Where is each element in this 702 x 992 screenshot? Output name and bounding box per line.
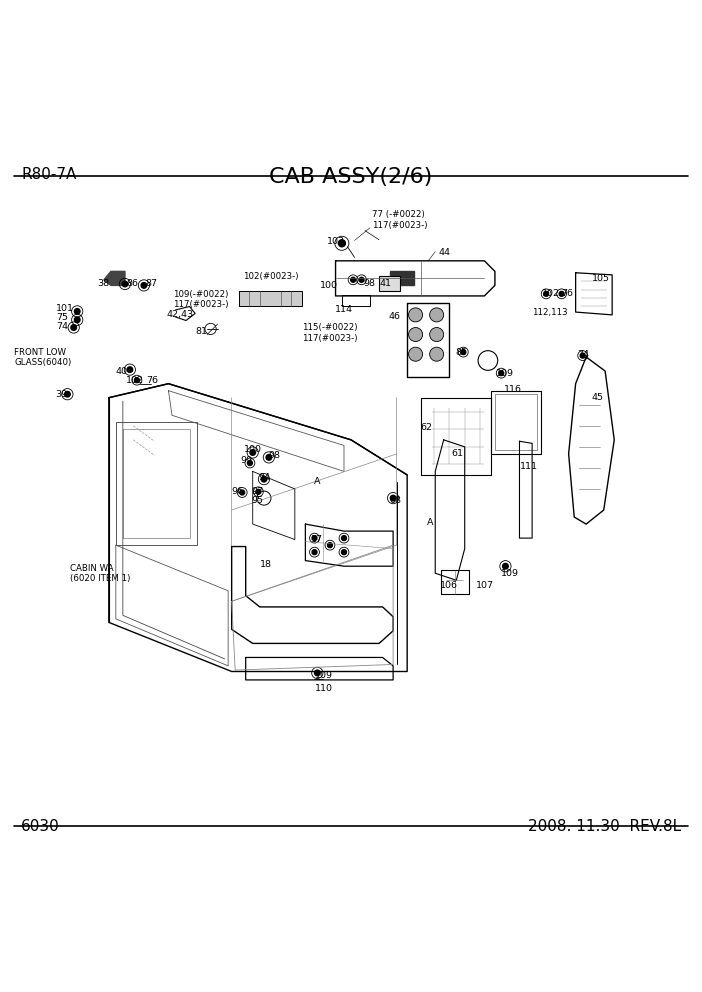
Circle shape [503, 563, 508, 569]
Text: 100: 100 [320, 281, 338, 290]
Text: 2008. 11.30  REV.8L: 2008. 11.30 REV.8L [528, 819, 681, 834]
Circle shape [409, 347, 423, 361]
Text: 100: 100 [244, 445, 263, 454]
Text: R80-7A: R80-7A [21, 168, 77, 183]
Text: 61: 61 [451, 448, 463, 457]
Text: 86: 86 [126, 279, 138, 288]
Circle shape [559, 292, 564, 297]
Text: 6030: 6030 [21, 819, 60, 834]
Text: 109(-#0022)
117(#0023-): 109(-#0022) 117(#0023-) [173, 290, 229, 310]
Text: 76: 76 [562, 290, 574, 299]
Text: 81: 81 [195, 326, 207, 335]
Circle shape [65, 392, 70, 397]
Text: 76: 76 [146, 376, 158, 385]
Text: 74: 74 [56, 322, 68, 331]
Text: 94: 94 [258, 473, 270, 482]
Text: 112,113: 112,113 [532, 308, 568, 316]
Circle shape [247, 460, 252, 465]
Text: 115(-#0022)
117(#0023-): 115(-#0022) 117(#0023-) [302, 323, 357, 343]
Circle shape [341, 550, 346, 555]
Circle shape [359, 278, 364, 283]
Text: 74: 74 [577, 350, 589, 359]
Bar [123, 430, 190, 538]
Text: 68: 68 [390, 496, 402, 505]
Text: 95: 95 [251, 496, 263, 505]
Polygon shape [390, 272, 414, 286]
Circle shape [580, 353, 585, 358]
Circle shape [327, 543, 332, 548]
Text: 40: 40 [116, 367, 128, 376]
Text: 44: 44 [439, 248, 451, 257]
Text: 96: 96 [232, 487, 244, 496]
Circle shape [543, 292, 549, 297]
Circle shape [122, 281, 128, 287]
Circle shape [314, 671, 320, 676]
Circle shape [127, 367, 133, 372]
Text: 77 (-#0022)
117(#0023-): 77 (-#0022) 117(#0023-) [372, 210, 428, 230]
Text: 102: 102 [542, 290, 560, 299]
Circle shape [266, 454, 272, 460]
Circle shape [141, 283, 147, 289]
Text: 98: 98 [364, 279, 376, 288]
Circle shape [341, 536, 346, 541]
Text: 111: 111 [519, 462, 538, 471]
Circle shape [71, 324, 77, 330]
Text: 103: 103 [326, 237, 345, 246]
Circle shape [256, 489, 260, 494]
Text: CAB ASSY(2/6): CAB ASSY(2/6) [270, 168, 432, 187]
Bar [116, 423, 197, 546]
Text: 38: 38 [97, 279, 109, 288]
Polygon shape [104, 272, 125, 286]
Text: 18: 18 [260, 559, 272, 568]
Text: 105: 105 [592, 274, 610, 283]
Circle shape [261, 476, 267, 482]
Text: 102: 102 [126, 376, 144, 385]
Bar [342, 296, 370, 307]
Circle shape [390, 495, 396, 501]
Text: 42,43: 42,43 [166, 310, 194, 319]
Circle shape [498, 371, 503, 376]
Circle shape [74, 317, 80, 322]
Text: A: A [427, 518, 433, 527]
Text: FRONT LOW
GLASS(6040): FRONT LOW GLASS(6040) [14, 348, 72, 367]
Text: 85: 85 [455, 347, 467, 356]
Text: 97: 97 [251, 487, 263, 496]
Text: 99: 99 [240, 456, 252, 465]
Text: 101: 101 [56, 305, 74, 313]
Circle shape [430, 308, 444, 322]
Text: 87: 87 [145, 279, 157, 288]
Text: 102(#0023-): 102(#0023-) [243, 273, 298, 282]
Text: A: A [314, 477, 320, 486]
Circle shape [461, 349, 466, 354]
Circle shape [239, 490, 244, 495]
Text: 116: 116 [504, 386, 522, 395]
Text: 109: 109 [496, 369, 514, 378]
Bar [495, 394, 537, 450]
Circle shape [312, 536, 317, 541]
Bar [379, 276, 400, 291]
Circle shape [312, 550, 317, 555]
Text: 39: 39 [55, 390, 67, 399]
Circle shape [135, 378, 139, 383]
Text: 98: 98 [268, 451, 280, 460]
Text: 41: 41 [379, 279, 391, 288]
Circle shape [409, 308, 423, 322]
Circle shape [430, 327, 444, 341]
Circle shape [250, 449, 256, 455]
Text: CABIN WA
(6020 ITEM 1): CABIN WA (6020 ITEM 1) [70, 563, 131, 583]
Bar [239, 291, 302, 307]
Circle shape [74, 309, 80, 314]
Circle shape [430, 347, 444, 361]
Text: 110: 110 [314, 683, 333, 692]
Text: 109: 109 [501, 568, 519, 577]
Text: 109: 109 [314, 672, 333, 681]
Text: 46: 46 [388, 312, 400, 321]
Text: 106: 106 [439, 580, 458, 589]
Text: 107: 107 [476, 580, 494, 589]
Text: 17: 17 [311, 535, 323, 544]
Text: 75: 75 [56, 313, 68, 322]
Text: 45: 45 [592, 393, 604, 402]
Circle shape [409, 327, 423, 341]
Text: 62: 62 [420, 424, 432, 433]
Bar [491, 391, 541, 454]
